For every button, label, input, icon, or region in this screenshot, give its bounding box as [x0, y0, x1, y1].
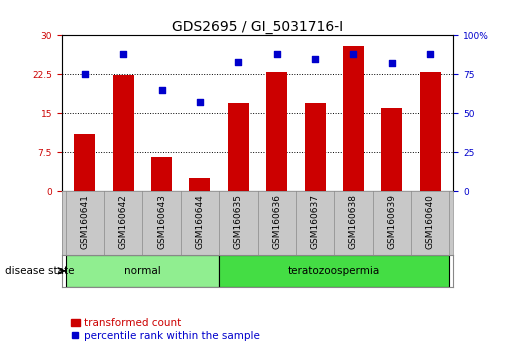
- Bar: [304, 103, 325, 191]
- Bar: [74, 134, 95, 191]
- Legend: transformed count, percentile rank within the sample: transformed count, percentile rank withi…: [67, 314, 264, 345]
- Point: [81, 72, 89, 77]
- Point: [388, 61, 396, 66]
- Bar: [343, 46, 364, 191]
- Point: [311, 56, 319, 62]
- Text: GSM160640: GSM160640: [426, 194, 435, 249]
- Text: GSM160637: GSM160637: [311, 194, 320, 249]
- Text: GSM160636: GSM160636: [272, 194, 281, 249]
- Bar: [420, 72, 441, 191]
- Bar: [65, 255, 219, 287]
- Title: GDS2695 / GI_5031716-I: GDS2695 / GI_5031716-I: [172, 21, 343, 34]
- Text: teratozoospermia: teratozoospermia: [288, 266, 381, 276]
- Bar: [219, 255, 450, 287]
- Bar: [190, 178, 211, 191]
- Point: [426, 51, 434, 57]
- Bar: [381, 108, 402, 191]
- Text: GSM160642: GSM160642: [118, 194, 128, 249]
- Point: [119, 51, 127, 57]
- Point: [196, 99, 204, 105]
- Text: GSM160643: GSM160643: [157, 194, 166, 249]
- Bar: [266, 72, 287, 191]
- Text: normal: normal: [124, 266, 161, 276]
- Text: GSM160635: GSM160635: [234, 194, 243, 249]
- Text: disease state: disease state: [5, 266, 75, 276]
- Text: GSM160638: GSM160638: [349, 194, 358, 249]
- Point: [234, 59, 243, 65]
- Bar: [151, 158, 172, 191]
- Point: [272, 51, 281, 57]
- Text: GSM160641: GSM160641: [80, 194, 89, 249]
- Point: [158, 87, 166, 93]
- Bar: [228, 103, 249, 191]
- Point: [349, 51, 357, 57]
- Text: GSM160639: GSM160639: [387, 194, 397, 249]
- Text: GSM160644: GSM160644: [195, 194, 204, 249]
- Bar: [113, 75, 134, 191]
